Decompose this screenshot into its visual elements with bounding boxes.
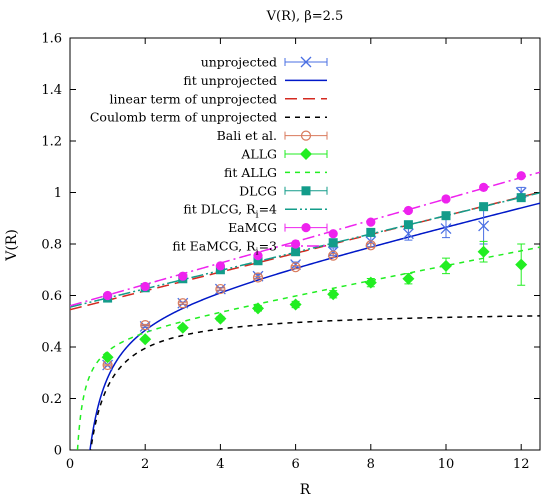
legend-label: Bali et al.: [217, 128, 277, 143]
x-tick-label: 2: [141, 457, 149, 472]
point-eamcg: [103, 291, 112, 300]
error-bar: [254, 276, 262, 279]
legend-label: ALLG: [240, 147, 277, 162]
curve-fit-allg: [78, 247, 540, 450]
x-tick-label: 4: [216, 457, 224, 472]
legend-label: unprojected: [201, 55, 277, 70]
point-allg: [515, 259, 527, 271]
legend-marker: [301, 223, 310, 232]
point-eamcg: [441, 194, 450, 203]
point-allg: [440, 260, 452, 272]
y-axis-title: V(R): [4, 229, 20, 262]
x-axis-title: R: [300, 482, 311, 498]
x-tick-label: 0: [66, 457, 74, 472]
x-tick-label: 6: [291, 457, 299, 472]
point-allg: [177, 322, 189, 334]
error-bar: [179, 302, 187, 304]
y-tick-label: 0.8: [41, 238, 62, 253]
legend-entry: DLCG: [239, 183, 327, 198]
point-eamcg: [479, 183, 488, 192]
legend-label: linear term of unprojected: [110, 91, 278, 106]
legend-entry: Coulomb term of unprojected: [90, 110, 327, 125]
legend-label: fit DLCG, Ri=4: [183, 202, 277, 221]
legend: unprojected fit unprojected linear term of…: [90, 55, 327, 258]
point-dlcg: [329, 238, 338, 247]
legend-label: fit unprojected: [183, 73, 277, 88]
legend-entry: unprojected: [201, 55, 327, 70]
legend-entry: fit ALLG: [224, 165, 327, 180]
curve-fit-dlcg: [70, 193, 540, 307]
series-bali-et-al-: [103, 241, 375, 370]
point-eamcg: [141, 282, 150, 291]
legend-entry: Bali et al.: [217, 128, 327, 143]
point-eamcg: [178, 272, 187, 281]
y-tick-label: 0.6: [41, 289, 62, 304]
error-bar: [104, 364, 112, 366]
curve-coulomb-term-of-unprojected: [88, 316, 540, 463]
point-dlcg: [404, 220, 413, 229]
legend-label: DLCG: [239, 183, 277, 198]
legend-errorbar-sample: [285, 132, 327, 140]
y-tick-label: 1.6: [41, 32, 62, 47]
legend-label: EaMCG: [228, 220, 277, 235]
point-dlcg: [366, 228, 375, 237]
legend-label: fit ALLG: [224, 165, 277, 180]
y-tick-label: 0.2: [41, 392, 62, 407]
error-bar: [216, 288, 224, 290]
point-eamcg: [216, 261, 225, 270]
y-tick-label: 0.4: [41, 341, 62, 356]
series-allg: [102, 241, 528, 363]
y-tick-label: 1: [54, 186, 62, 201]
legend-marker: [302, 186, 311, 195]
legend-entry: linear term of unprojected: [110, 91, 328, 106]
point-allg: [327, 288, 339, 300]
legend-marker: [300, 148, 312, 160]
point-eamcg: [366, 218, 375, 227]
fit-curves: [70, 172, 540, 463]
point-dlcg: [442, 211, 451, 220]
point-eamcg: [329, 229, 338, 238]
y-tick-label: 0: [54, 444, 62, 459]
legend-label: Coulomb term of unprojected: [90, 110, 277, 125]
legend-entry: ALLG: [240, 147, 327, 162]
x-tick-label: 12: [513, 457, 530, 472]
point-eamcg: [291, 239, 300, 248]
point-dlcg: [479, 202, 488, 211]
curve-fit-unprojected: [88, 203, 540, 463]
point-eamcg: [404, 206, 413, 215]
point-allg: [290, 299, 302, 311]
chart-title: V(R), β=2.5: [266, 9, 344, 24]
x-tick-label: 10: [438, 457, 455, 472]
data-points: [102, 171, 528, 370]
legend-entry: fit DLCG, Ri=4: [183, 202, 327, 221]
legend-entry: fit unprojected: [183, 73, 327, 88]
point-allg: [214, 313, 226, 325]
y-tick-label: 1.4: [41, 83, 62, 98]
point-allg: [139, 333, 151, 345]
x-tick-label: 8: [367, 457, 375, 472]
legend-entry: EaMCG: [228, 220, 327, 235]
point-allg: [478, 246, 490, 258]
point-dlcg: [517, 193, 526, 202]
point-eamcg: [517, 171, 526, 180]
point-allg: [365, 277, 377, 289]
y-tick-label: 1.2: [41, 135, 62, 150]
